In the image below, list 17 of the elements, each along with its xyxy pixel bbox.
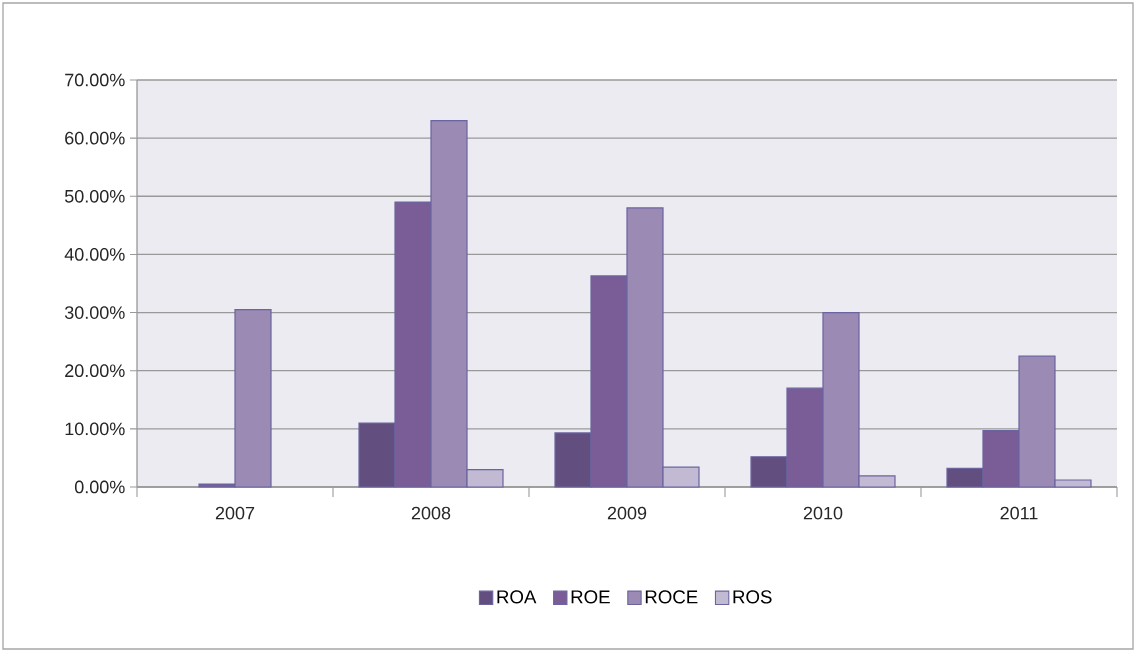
legend-label: ROA xyxy=(497,590,537,604)
legend-label: ROS xyxy=(733,590,772,604)
y-tick-label: 20.00% xyxy=(65,364,125,378)
x-tick-label: 2011 xyxy=(1000,506,1038,520)
legend-label: ROE xyxy=(571,590,610,604)
y-tick-label: 40.00% xyxy=(64,248,125,261)
x-tick-label: 2009 xyxy=(607,506,647,520)
y-tick-label: 60.00% xyxy=(65,131,125,145)
x-tick-label: 2007 xyxy=(215,506,255,520)
y-tick-label: 70.00% xyxy=(65,73,125,87)
legend-label: ROCE xyxy=(645,590,698,604)
y-tick-label: 10.00% xyxy=(65,422,125,436)
x-tick-label: 2010 xyxy=(803,506,843,520)
x-tick-label: 2008 xyxy=(411,506,451,520)
y-tick-label: 30.00% xyxy=(64,306,125,319)
y-tick-label: 0.00% xyxy=(74,480,125,494)
y-tick-label: 50.00% xyxy=(64,189,125,203)
